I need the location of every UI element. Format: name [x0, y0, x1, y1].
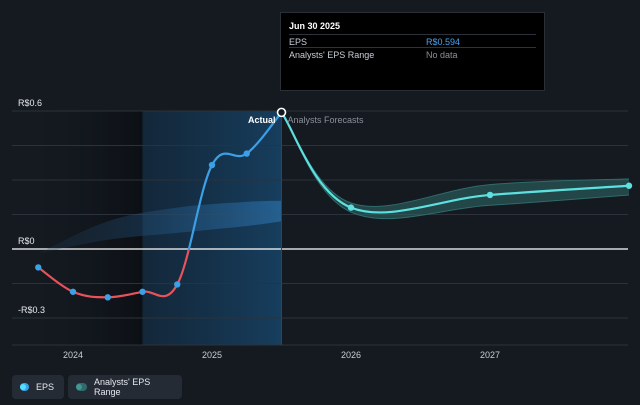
- legend-eps-label: EPS: [35, 382, 54, 392]
- eps-point: [139, 288, 146, 295]
- tooltip-range-label: Analysts' EPS Range: [289, 50, 375, 60]
- x-tick-label: 2026: [341, 350, 361, 360]
- legend-eps-swatch: [20, 383, 29, 391]
- forecast-label: Analysts Forecasts: [288, 115, 365, 125]
- x-tick-label: 2027: [480, 350, 500, 360]
- tooltip-eps-value: R$0.594: [426, 37, 461, 47]
- eps-forecast-point: [347, 204, 355, 211]
- eps-line-positive: [187, 111, 283, 249]
- eps-point: [69, 288, 77, 295]
- legend-range-swatch: [76, 383, 87, 391]
- tooltip-range-value: No data: [426, 50, 458, 60]
- tooltip-row-range: Analysts' EPS Range No data: [289, 47, 536, 62]
- eps-point: [104, 294, 111, 301]
- eps-point: [35, 264, 42, 271]
- eps-point: [243, 150, 250, 157]
- y-tick-label: -R$0.3: [18, 305, 45, 315]
- past-eps-band: [38, 200, 282, 254]
- tooltip-row-eps: EPS R$0.594: [289, 34, 536, 49]
- x-tick-label: 2024: [63, 350, 83, 360]
- legend-range-label: Analysts' EPS Range: [93, 377, 151, 397]
- eps-point-highlight: [276, 107, 287, 118]
- tooltip-date: Jun 30 2025: [289, 21, 341, 31]
- x-tick-label: 2025: [202, 350, 222, 360]
- y-tick-label: R$0: [18, 236, 35, 246]
- actual-label: Actual: [248, 115, 276, 125]
- eps-forecast-line: [280, 111, 630, 214]
- tooltip-eps-label: EPS: [289, 37, 308, 47]
- eps-forecast-point: [625, 182, 633, 189]
- eps-line-negative: [37, 249, 191, 299]
- y-tick-label: R$0.6: [18, 98, 42, 108]
- legend-eps-button[interactable]: EPS: [12, 375, 64, 399]
- tooltip: Jun 30 2025 EPS R$0.594 Analysts' EPS Ra…: [280, 12, 545, 91]
- eps-forecast-point: [486, 191, 494, 199]
- eps-point: [174, 281, 181, 288]
- analysts-eps-range-band: [281, 112, 629, 219]
- legend-range-button[interactable]: Analysts' EPS Range: [68, 375, 182, 399]
- eps-point: [208, 161, 216, 169]
